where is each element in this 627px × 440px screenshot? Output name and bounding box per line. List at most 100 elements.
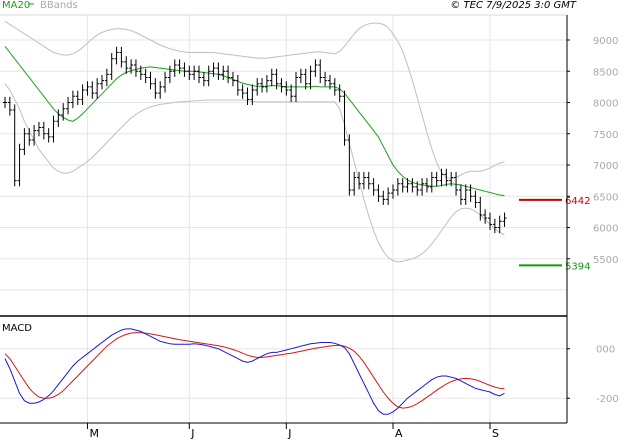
price-bar bbox=[3, 96, 7, 109]
price-bar bbox=[80, 84, 85, 105]
bb-upper-line bbox=[4, 20, 505, 180]
price-bar bbox=[197, 65, 201, 84]
price-bar bbox=[143, 68, 148, 84]
price-bar bbox=[46, 128, 51, 143]
price-bar bbox=[347, 134, 352, 196]
price-bar bbox=[61, 103, 66, 121]
price-bar bbox=[313, 59, 318, 77]
price-bar bbox=[66, 96, 71, 115]
macd-signal-line bbox=[4, 332, 505, 409]
price-bar bbox=[85, 81, 90, 96]
price-bar bbox=[337, 84, 342, 102]
bollinger-bands bbox=[4, 20, 505, 263]
ma20-path bbox=[4, 45, 505, 197]
price-bar bbox=[342, 90, 347, 146]
price-bar bbox=[124, 56, 129, 74]
macd-tick-label: 000 bbox=[596, 345, 615, 356]
ma20-line bbox=[4, 45, 505, 197]
price-bar bbox=[163, 71, 168, 93]
price-bar bbox=[449, 171, 454, 187]
bb-lower-line bbox=[4, 83, 505, 263]
price-bar bbox=[332, 78, 337, 96]
price-bar bbox=[264, 75, 269, 93]
price-bar bbox=[274, 68, 279, 90]
legend-bbands: BBands bbox=[40, 0, 78, 11]
price-bar bbox=[114, 46, 119, 65]
x-tick-label: J bbox=[287, 427, 291, 440]
price-bar bbox=[434, 171, 439, 187]
price-bar bbox=[478, 196, 483, 221]
price-bar bbox=[235, 75, 240, 96]
x-tick-label: S bbox=[492, 427, 499, 440]
macd-tick-label: -200 bbox=[596, 394, 619, 405]
price-bar bbox=[177, 59, 182, 74]
price-bar bbox=[148, 71, 153, 90]
price-bar bbox=[153, 78, 158, 99]
price-bar bbox=[303, 68, 308, 90]
price-bar bbox=[488, 212, 492, 230]
price-tick-label: 8500 bbox=[593, 67, 618, 78]
price-bar bbox=[318, 59, 323, 84]
price-bar bbox=[172, 59, 177, 77]
price-bar bbox=[376, 184, 381, 202]
price-bar bbox=[352, 171, 357, 196]
price-bar bbox=[323, 71, 328, 87]
price-bar bbox=[56, 109, 61, 127]
support-label: 5394 bbox=[565, 261, 590, 272]
price-bar bbox=[216, 62, 221, 80]
price-bar bbox=[400, 178, 405, 193]
price-bar bbox=[298, 68, 303, 84]
price-bar bbox=[497, 215, 502, 234]
price-bar bbox=[405, 178, 410, 193]
price-bar bbox=[308, 65, 313, 90]
price-bar bbox=[221, 65, 226, 80]
price-bar bbox=[327, 75, 332, 90]
macd-line bbox=[4, 328, 505, 415]
price-tick-label: 7500 bbox=[593, 130, 618, 141]
price-bar bbox=[381, 190, 386, 205]
price-bar bbox=[492, 218, 497, 234]
price-bar bbox=[90, 81, 95, 99]
price-bar bbox=[284, 81, 289, 96]
price-bar bbox=[100, 75, 104, 90]
price-bar bbox=[192, 65, 197, 80]
x-tick-label: J bbox=[190, 427, 194, 440]
price-bar bbox=[260, 78, 265, 93]
copyright-text: © TEC 7/9/2025 3:0 GMT bbox=[450, 0, 577, 11]
price-bar bbox=[420, 178, 425, 196]
price-bar bbox=[109, 53, 114, 80]
resistance-label: 6442 bbox=[565, 196, 590, 207]
price-bar bbox=[361, 171, 366, 190]
price-bar bbox=[444, 168, 449, 187]
price-bar bbox=[201, 71, 206, 87]
price-bar bbox=[70, 90, 75, 109]
price-bar bbox=[415, 181, 420, 196]
price-bar bbox=[206, 65, 211, 87]
price-tick-label: 8000 bbox=[593, 99, 618, 110]
price-bar bbox=[269, 68, 274, 87]
price-bar bbox=[439, 168, 444, 187]
price-bar bbox=[51, 115, 56, 143]
price-bar bbox=[468, 184, 473, 202]
price-bar bbox=[245, 87, 250, 105]
price-bar bbox=[294, 71, 298, 102]
price-bar bbox=[182, 62, 187, 77]
price-bar bbox=[391, 184, 395, 199]
price-bar bbox=[32, 125, 37, 146]
price-bar bbox=[371, 178, 376, 196]
price-bars bbox=[3, 46, 507, 234]
price-bar bbox=[41, 121, 46, 140]
chart-axes: 9000 8500 8000 7500 7000 6500 6000 5500 000 -200 M… bbox=[0, 14, 619, 440]
price-bar bbox=[167, 65, 172, 84]
price-bar bbox=[7, 96, 12, 116]
price-bar bbox=[22, 128, 27, 155]
price-bar bbox=[226, 65, 231, 84]
price-bar bbox=[410, 178, 415, 193]
price-bar bbox=[230, 71, 235, 87]
macd-panel-title: MACD bbox=[2, 323, 32, 334]
price-bar bbox=[138, 65, 143, 80]
x-tick-label: M bbox=[89, 427, 99, 440]
price-bar bbox=[158, 81, 163, 99]
support-resistance-levels: 6442 5394 bbox=[519, 196, 590, 272]
